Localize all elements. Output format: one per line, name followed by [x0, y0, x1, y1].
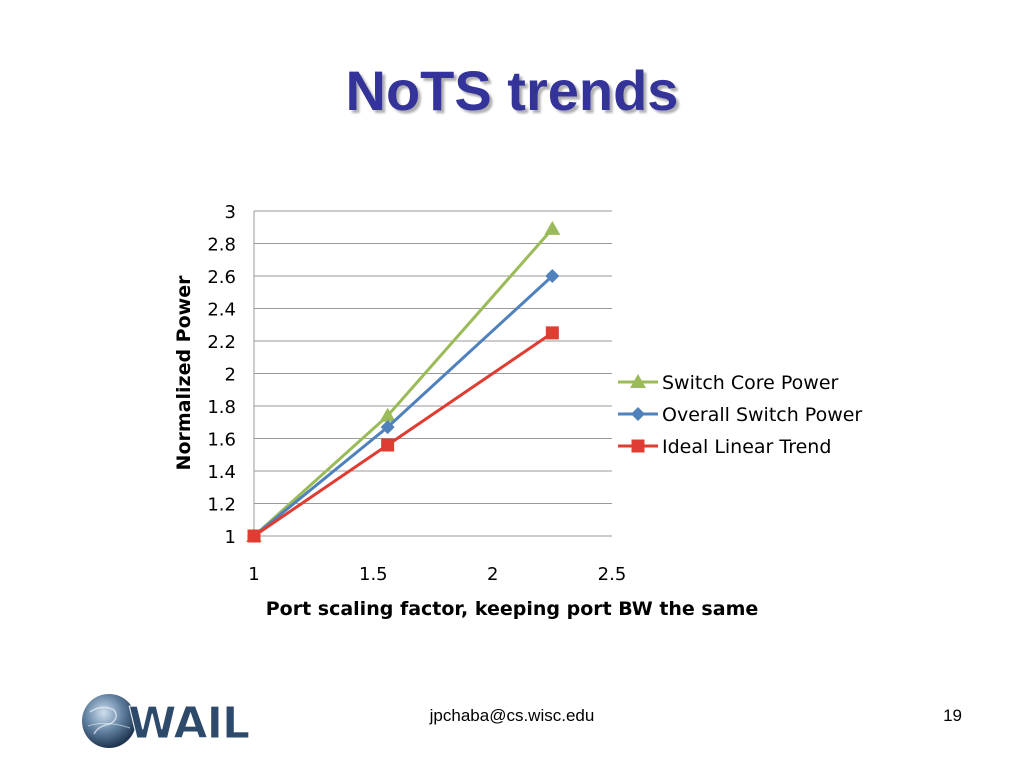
logo-text: WAIL	[128, 698, 249, 749]
y-tick-label: 2	[225, 365, 236, 386]
y-tick-label: 2.2	[207, 332, 236, 353]
ideal-linear-trend-point	[247, 529, 261, 543]
page-number: 19	[943, 706, 962, 725]
x-tick-labels: 1 1.5 2 2.5	[248, 564, 626, 585]
legend-label-switch-core-power: Switch Core Power	[662, 372, 839, 394]
switch-core-power-point	[544, 220, 561, 235]
legend-label-ideal-linear-trend: Ideal Linear Trend	[662, 436, 831, 458]
slide-title: NoTS trends	[345, 59, 679, 122]
y-tick-label: 2.4	[207, 300, 236, 321]
legend-marker	[631, 439, 645, 453]
legend: Switch Core Power Overall Switch Power Ide…	[618, 372, 862, 458]
y-tick-label: 1.4	[207, 462, 236, 483]
overall-switch-power-point	[545, 269, 560, 283]
legend-marker	[631, 407, 645, 421]
wail-logo: WAIL	[82, 694, 251, 750]
y-tick-labels: 1 1.2 1.4 1.6 1.8 2 2.2 2.4 2.6 2.8 3	[207, 202, 236, 548]
x-tick-label: 1.5	[359, 564, 388, 585]
x-tick-label: 2.5	[598, 564, 627, 585]
footer-email: jpchaba@cs.wisc.edu	[429, 706, 595, 725]
globe-icon	[82, 694, 136, 748]
y-tick-label: 3	[225, 202, 236, 223]
series-lines	[246, 220, 561, 543]
switch-core-power-point	[379, 407, 396, 422]
overall-switch-power-point	[380, 420, 395, 435]
y-tick-label: 1.6	[207, 430, 236, 451]
switch-core-power-line	[252, 227, 554, 538]
y-tick-label: 1	[225, 527, 236, 548]
ideal-linear-trend-line	[253, 331, 554, 538]
legend-marker	[630, 374, 646, 388]
grid-lines	[253, 210, 612, 537]
y-axis-label: Normalized Power	[173, 275, 195, 471]
y-tick-label: 2.8	[207, 235, 236, 256]
ideal-linear-trend-point	[545, 326, 559, 340]
x-axis-label: Port scaling factor, keeping port BW the…	[266, 598, 759, 620]
y-tick-label: 1.8	[207, 397, 236, 418]
ideal-linear-trend-point	[381, 438, 395, 452]
y-tick-label: 2.6	[207, 267, 236, 288]
legend-label-overall-switch-power: Overall Switch Power	[662, 404, 862, 426]
x-tick-label: 1	[248, 564, 259, 585]
y-tick-label: 1.2	[207, 495, 236, 516]
x-tick-label: 2	[487, 564, 498, 585]
